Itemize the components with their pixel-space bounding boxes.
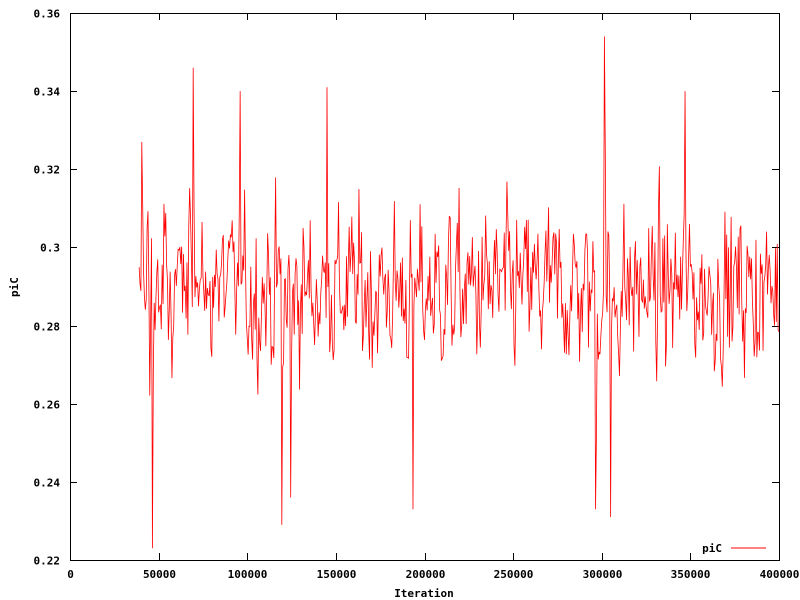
x-tick-label: 250000 (494, 568, 534, 581)
series-line-piC (138, 36, 780, 549)
y-tick-label: 0.22 (34, 555, 61, 568)
y-tick-label: 0.32 (34, 164, 61, 177)
x-tick-label: 200000 (406, 568, 446, 581)
x-tick-label: 50000 (143, 568, 176, 581)
y-tick-label: 0.36 (34, 8, 61, 21)
y-tick-label: 0.24 (34, 477, 61, 490)
x-axis-ticks: 0 50000 100000 150000 200000 250000 300000 3500… (67, 13, 799, 581)
x-tick-label: 300000 (583, 568, 623, 581)
x-tick-label: 0 (67, 568, 74, 581)
legend: piC (702, 542, 766, 555)
y-tick-label: 0.26 (34, 399, 61, 412)
y-tick-label: 0.34 (34, 86, 61, 99)
y-tick-label: 0.28 (34, 321, 61, 334)
legend-label: piC (702, 542, 722, 555)
x-tick-label: 150000 (317, 568, 357, 581)
x-tick-label: 350000 (671, 568, 711, 581)
x-axis-title: Iteration (394, 587, 454, 600)
series-layer (138, 36, 780, 549)
x-tick-label: 400000 (760, 568, 800, 581)
x-tick-label: 100000 (228, 568, 268, 581)
y-axis-ticks: 0.22 0.24 0.26 0.28 0.3 0.32 0.34 0.36 (34, 8, 779, 568)
y-tick-label: 0.3 (40, 242, 60, 255)
y-axis-title: piC (8, 277, 21, 297)
